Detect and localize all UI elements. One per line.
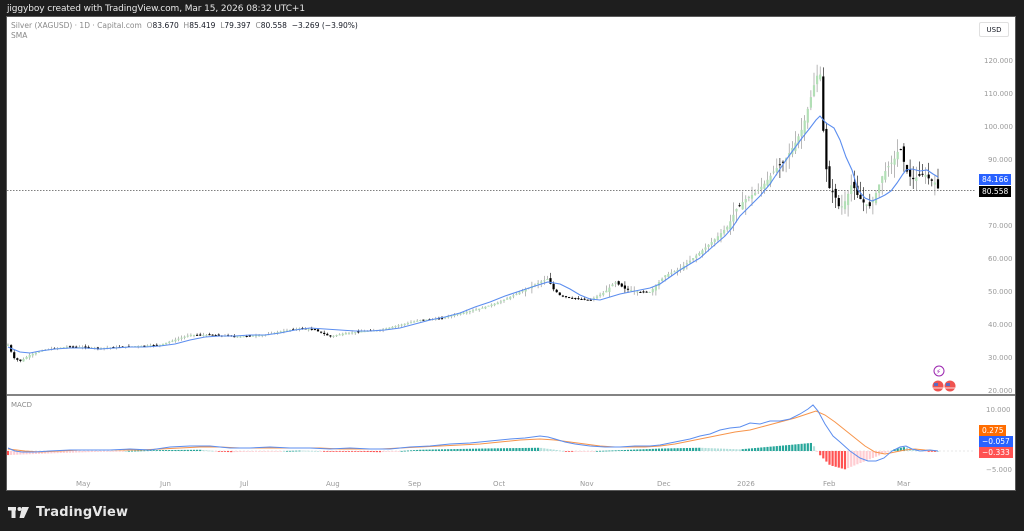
macd-indicator-label[interactable]: MACD [11,401,32,409]
chart-frame[interactable] [6,16,1016,491]
tradingview-brand: TradingView [36,505,129,520]
svg-text:70.000: 70.000 [988,222,1013,230]
svg-text:Mar: Mar [897,480,910,488]
svg-text:90.000: 90.000 [988,156,1013,164]
symbol-name: Silver (XAGUSD) · 1D · Capital.com [11,21,142,30]
price-axis-ticks: 120.000 110.000 100.000 90.000 70.000 60… [984,57,1013,395]
symbol-legend[interactable]: Silver (XAGUSD) · 1D · Capital.com O83.6… [11,21,358,30]
signal-line [7,410,939,455]
lightning-event-icon [933,365,945,377]
svg-text:110.000: 110.000 [984,90,1013,98]
svg-text:100.000: 100.000 [984,123,1013,131]
svg-text:Nov: Nov [580,480,594,488]
svg-text:40.000: 40.000 [988,321,1013,329]
signal-value-tag: 0.275 [979,425,1007,436]
high-value: 85.419 [189,21,216,30]
macd-line [7,404,939,462]
price-candles [6,64,940,363]
svg-text:50.000: 50.000 [988,288,1013,296]
svg-text:Aug: Aug [326,480,340,488]
svg-text:120.000: 120.000 [984,57,1013,65]
svg-text:Sep: Sep [408,480,422,488]
macd-value-tag: −0.057 [979,436,1013,447]
svg-text:60.000: 60.000 [988,255,1013,263]
sma-price-tag: 84.166 [979,174,1012,185]
histogram-value-tag: −0.333 [979,447,1013,458]
chart-credit: jiggyboy created with TradingView.com, M… [7,4,305,14]
svg-text:Jun: Jun [159,480,171,488]
svg-text:Dec: Dec [657,480,671,488]
time-axis: May Jun Jul Aug Sep Oct Nov Dec 2026 Feb… [76,480,910,488]
svg-text:May: May [76,480,90,488]
macd-histogram [6,442,940,470]
last-price-tag: 80.558 [979,186,1012,197]
svg-text:⚡: ⚡ [936,368,941,376]
currency-button[interactable]: USD [979,22,1009,37]
open-value: 83.670 [152,21,179,30]
close-value: 80.558 [260,21,287,30]
sma-indicator-label[interactable]: SMA [11,31,28,40]
svg-text:Jul: Jul [239,480,249,488]
change-value: −3.269 (−3.90%) [291,21,358,30]
svg-text:Oct: Oct [493,480,505,488]
tradingview-logo[interactable]: TradingView [8,505,128,520]
svg-text:2026: 2026 [737,480,755,488]
events-icon-group: ⚡ [932,365,956,392]
svg-text:−5.000: −5.000 [986,466,1012,474]
svg-text:30.000: 30.000 [988,354,1013,362]
svg-text:10.000: 10.000 [986,406,1011,414]
low-value: 79.397 [224,21,251,30]
macd-axis-ticks: 10.000 −5.000 [986,406,1012,474]
tradingview-logo-icon [8,507,29,518]
sma-line [7,115,939,354]
svg-text:20.000: 20.000 [988,387,1013,395]
svg-text:Feb: Feb [823,480,836,488]
